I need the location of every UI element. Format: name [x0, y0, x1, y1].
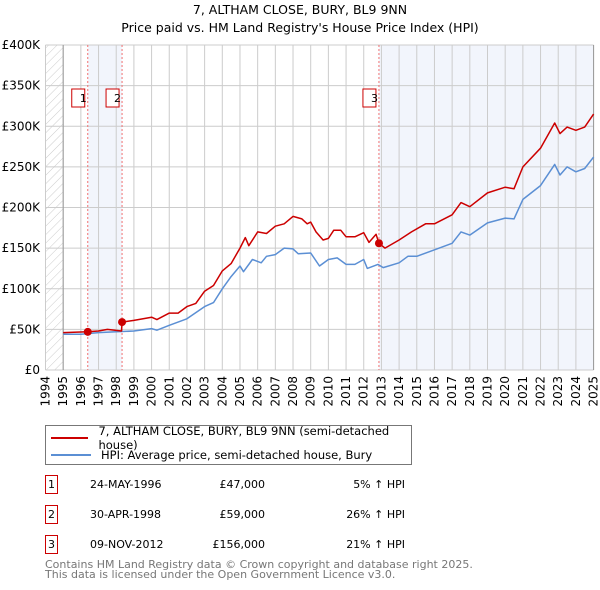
x-tick-label: 2003	[198, 376, 212, 407]
property-price-line	[63, 113, 595, 334]
x-tick-label: 1997	[92, 376, 106, 407]
legend-item-hpi: HPI: Average price, semi-detached house,…	[46, 447, 372, 463]
x-tick-label: 2023	[551, 376, 565, 407]
x-tick-label: 2009	[304, 376, 318, 407]
x-tick-label: 2002	[180, 376, 194, 407]
x-tick-label: 2005	[233, 376, 247, 407]
transaction-date: 30-APR-1998	[90, 508, 162, 521]
transaction-date: 24-MAY-1996	[90, 478, 162, 491]
x-tick-label: 2022	[534, 376, 548, 407]
x-tick-label: 2025	[587, 376, 600, 407]
legend-label-property: 7, ALTHAM CLOSE, BURY, BL9 9NN (semi-det…	[98, 424, 390, 452]
transaction-row: 2 30-APR-1998 £59,000 26% ↑ HPI	[45, 505, 405, 525]
x-tick-label: 1996	[74, 376, 88, 407]
transaction-hpi-change: 5% ↑ HPI	[353, 478, 405, 491]
y-tick-label: £400K	[2, 38, 42, 52]
x-tick-label: 2000	[145, 376, 159, 407]
x-tick-label: 2013	[374, 376, 388, 407]
x-tick-label: 2017	[445, 376, 459, 407]
y-tick-label: £0	[25, 363, 40, 377]
sale-point	[118, 318, 127, 327]
price-chart: 7, ALTHAM CLOSE, BURY, BL9 9NN Price pai…	[2, 2, 600, 407]
legend-label-hpi: HPI: Average price, semi-detached house,…	[101, 448, 373, 462]
transaction-number-badge: 3	[45, 535, 58, 554]
x-tick-label: 2001	[162, 376, 176, 407]
footer: Contains HM Land Registry data © Crown c…	[45, 558, 473, 581]
x-tick-label: 2011	[339, 376, 353, 407]
x-tick-label: 2015	[410, 376, 424, 407]
legend-swatch-blue	[51, 454, 91, 456]
transaction-hpi-change: 26% ↑ HPI	[346, 508, 405, 521]
x-tick-label: 2019	[481, 376, 495, 407]
sale-point	[374, 239, 383, 248]
footer-line-1: Contains HM Land Registry data © Crown c…	[45, 558, 473, 571]
footer-line-2: This data is licensed under the Open Gov…	[45, 568, 396, 581]
sale-point	[83, 327, 92, 336]
transaction-date: 09-NOV-2012	[90, 538, 164, 551]
y-tick-label: £350K	[2, 79, 42, 93]
x-tick-label: 2016	[427, 376, 441, 407]
transaction-price: £47,000	[219, 478, 266, 491]
sale-label: 3	[371, 92, 378, 105]
x-tick-label: 2007	[268, 376, 282, 407]
x-tick-label: 2018	[463, 376, 477, 407]
x-tick-label: 1995	[56, 376, 70, 407]
x-tick-label: 2021	[516, 376, 530, 407]
legend: 7, ALTHAM CLOSE, BURY, BL9 9NN (semi-det…	[45, 424, 412, 465]
sale-label-box	[71, 88, 86, 108]
x-tick-label: 2020	[498, 376, 512, 407]
transaction-price: £59,000	[219, 508, 266, 521]
x-tick-label: 2008	[286, 376, 300, 407]
chart-title: 7, ALTHAM CLOSE, BURY, BL9 9NN	[193, 2, 407, 17]
x-tick-label: 1994	[39, 376, 53, 407]
sale-label: 2	[114, 92, 121, 105]
y-tick-label: £150K	[2, 241, 42, 255]
transaction-number-badge: 2	[45, 505, 58, 524]
transaction-row: 3 09-NOV-2012 £156,000 21% ↑ HPI	[45, 535, 405, 555]
x-tick-label: 2024	[569, 376, 583, 407]
transaction-price: £156,000	[212, 538, 266, 551]
chart-subtitle: Price paid vs. HM Land Registry's House …	[121, 20, 478, 35]
sale-label-box	[105, 88, 120, 108]
x-tick-label: 2010	[321, 376, 335, 407]
hpi-line	[63, 156, 595, 336]
transaction-hpi-change: 21% ↑ HPI	[346, 538, 405, 551]
x-tick-label: 1998	[109, 376, 123, 407]
transaction-number-badge: 1	[45, 475, 58, 494]
y-tick-label: £200K	[2, 201, 42, 215]
y-tick-label: £300K	[2, 119, 42, 133]
y-tick-label: £100K	[2, 282, 42, 296]
x-tick-label: 2004	[215, 376, 229, 407]
x-tick-label: 1999	[127, 376, 141, 407]
sale-label-box	[362, 88, 377, 108]
sale-label: 1	[80, 92, 87, 105]
transaction-row: 1 24-MAY-1996 £47,000 5% ↑ HPI	[45, 475, 405, 495]
legend-item-property: 7, ALTHAM CLOSE, BURY, BL9 9NN (semi-det…	[46, 424, 411, 452]
y-tick-label: £250K	[2, 160, 42, 174]
x-tick-label: 2012	[357, 376, 371, 407]
legend-swatch-red	[51, 437, 89, 439]
y-tick-label: £50K	[9, 322, 41, 336]
x-tick-label: 2014	[392, 376, 406, 407]
x-tick-label: 2006	[251, 376, 265, 407]
